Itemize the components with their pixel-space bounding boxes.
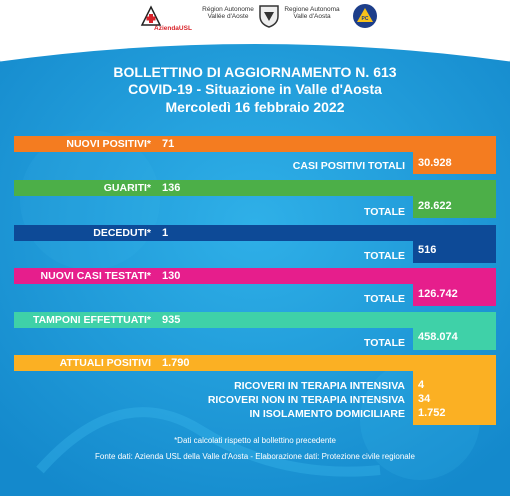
tamponi-label: TAMPONI EFFETTUATI* [32,314,151,326]
attuali-positivi-label: ATTUALI POSITIVI [59,357,151,369]
deceduti-bar [14,225,496,241]
nuovi-positivi-label: NUOVI POSITIVI* [66,138,151,150]
casi-positivi-totali-value: 30.928 [418,157,452,169]
deceduti-total-box [413,225,496,263]
guariti-bar [14,180,496,196]
nuovi-casi-testati-total-box [413,268,496,306]
ricoveri-ti-label: RICOVERI IN TERAPIA INTENSIVA [234,380,405,392]
guariti-value: 136 [162,182,181,194]
nuovi-positivi-total-box [413,136,496,174]
tamponi-bar [14,312,496,328]
nuovi-positivi-value: 71 [162,138,175,150]
guariti-total-value: 28.622 [418,200,452,212]
ricoveri-ti-value: 4 [418,379,425,391]
regione-logo-text-it: Regione Autonoma Valle d'Aosta [284,6,340,20]
deceduti-total-value: 516 [418,244,437,256]
guariti-total-box [413,180,496,218]
deceduti-label: DECEDUTI* [93,227,151,239]
protezione-civile-icon: PC [352,3,378,29]
usl-logo-text: AziendaUSL [154,25,192,32]
guariti-total-label: TOTALE [363,206,405,218]
data-source: Fonte dati: Azienda USL della Valle d'Ao… [95,452,415,461]
tamponi-value: 935 [162,314,181,326]
regione-logo-text-fr: Région Autonome Vallée d'Aoste [202,6,254,20]
attuali-positivi-bar [14,355,496,371]
isolamento-domiciliare-label: IN ISOLAMENTO DOMICILIARE [249,408,405,420]
attuali-positivi-details-box [413,355,496,425]
nuovi-casi-testati-label: NUOVI CASI TESTATI* [40,270,151,282]
ricoveri-non-ti-value: 34 [418,393,431,405]
deceduti-total-label: TOTALE [363,250,405,262]
coat-of-arms-icon [258,4,280,28]
footnote: *Dati calcolati rispetto al bollettino p… [174,436,336,445]
nuovi-positivi-bar [14,136,496,152]
nuovi-casi-testati-value: 130 [162,270,181,282]
tamponi-total-value: 458.074 [418,331,458,343]
isolamento-domiciliare-value: 1.752 [418,407,446,419]
bulletin-subtitle: COVID-19 - Situazione in Valle d'Aosta [128,81,382,97]
nuovi-casi-testati-bar [14,268,496,284]
bulletin-date: Mercoledì 16 febbraio 2022 [165,99,345,115]
nuovi-casi-testati-total-value: 126.742 [418,288,458,300]
tamponi-total-label: TOTALE [363,337,405,349]
attuali-positivi-value: 1.790 [162,357,190,369]
bulletin-title: BOLLETTINO DI AGGIORNAMENTO N. 613 [113,64,397,80]
deceduti-value: 1 [162,227,169,239]
casi-positivi-totali-label: CASI POSITIVI TOTALI [292,160,405,172]
guariti-label: GUARITI* [103,182,151,194]
tamponi-total-box [413,312,496,350]
nuovi-casi-testati-total-label: TOTALE [363,293,405,305]
svg-text:PC: PC [362,16,369,22]
ricoveri-non-ti-label: RICOVERI NON IN TERAPIA INTENSIVA [207,394,405,406]
usl-logo: AziendaUSL [140,3,192,33]
